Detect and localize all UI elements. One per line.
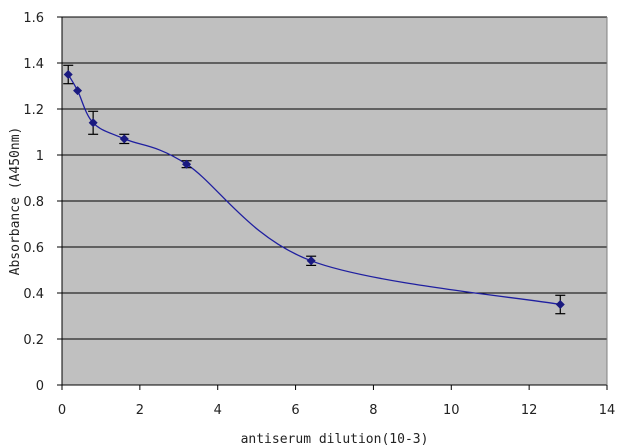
- y-tick-label: 1.4: [23, 57, 44, 72]
- x-tick-label: 6: [291, 403, 299, 418]
- data-point-marker: [182, 159, 192, 169]
- x-tick-label: 10: [443, 403, 460, 418]
- x-tick-label: 2: [136, 403, 144, 418]
- x-tick-label: 12: [521, 403, 538, 418]
- x-tick-label: 4: [214, 403, 222, 418]
- y-tick-label: 0.2: [23, 333, 44, 348]
- y-tick-label: 0: [36, 379, 44, 394]
- y-tick-label: 1.6: [23, 11, 44, 26]
- data-point-marker: [88, 118, 98, 128]
- y-axis-label: Absorbance (A450nm): [8, 127, 23, 276]
- data-point-marker: [306, 256, 316, 266]
- data-point-marker: [73, 86, 83, 96]
- axes: [57, 16, 608, 390]
- gridlines: [62, 16, 607, 340]
- data-point-marker: [119, 134, 129, 144]
- y-tick-labels: 0 0.2 0.4 0.6 0.8 1 1.2 1.4 1.6: [23, 11, 44, 394]
- series-line: [67, 74, 561, 306]
- x-axis-label: antiserum dilution(10-3): [241, 432, 429, 447]
- x-tick-label: 0: [58, 403, 66, 418]
- data-point-marker: [63, 70, 73, 79]
- y-tick-label: 1.2: [23, 103, 44, 118]
- data-point-marker: [555, 300, 565, 309]
- y-tick-label: 0.6: [23, 241, 44, 256]
- y-tick-label: 0.4: [23, 287, 44, 302]
- x-tick-labels: 0 2 4 6 8 10 12 14: [58, 403, 615, 418]
- y-tick-label: 0.8: [23, 195, 44, 210]
- y-tick-label: 1: [36, 149, 44, 164]
- x-tick-label: 8: [369, 403, 377, 418]
- data-points: [63, 70, 565, 309]
- x-tick-label: 14: [599, 403, 616, 418]
